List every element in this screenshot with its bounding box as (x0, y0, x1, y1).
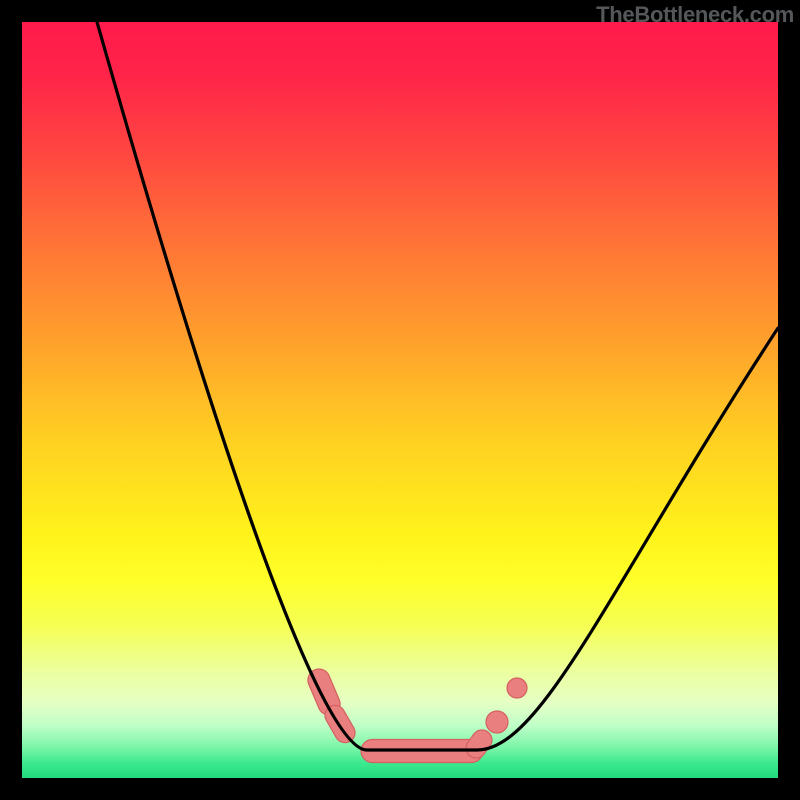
marker-blob (507, 678, 527, 698)
marker-blob (486, 711, 508, 733)
plot-svg (22, 22, 778, 778)
gradient-bg (22, 22, 778, 778)
plot-area (22, 22, 778, 778)
watermark-text: TheBottleneck.com (596, 2, 794, 28)
